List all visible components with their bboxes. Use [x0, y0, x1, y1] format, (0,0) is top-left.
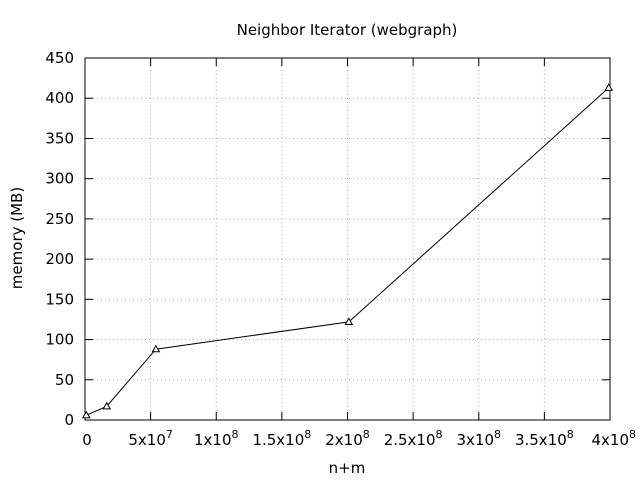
x-tick-label: 1x108 — [194, 428, 239, 449]
y-tick-label: 150 — [45, 290, 74, 308]
y-tick-label: 250 — [45, 210, 74, 228]
grid-lines — [85, 58, 610, 420]
data-point-marker — [81, 410, 91, 419]
y-tick-label: 50 — [55, 371, 74, 389]
data-point-marker — [604, 83, 614, 91]
x-tick-label: 3.5x108 — [515, 428, 574, 449]
y-tick-label: 450 — [45, 49, 74, 67]
y-axis-label: memory (MB) — [8, 187, 26, 289]
y-tick-label: 300 — [45, 170, 74, 188]
x-tick-label: 2.5x108 — [384, 428, 443, 449]
data-point-marker — [102, 401, 112, 410]
x-tick-label: 4x108 — [591, 428, 636, 449]
y-tick-label: 400 — [45, 89, 74, 107]
y-tick-label: 350 — [45, 129, 74, 147]
x-tick-label: 0 — [82, 431, 92, 449]
y-tick-label: 100 — [45, 331, 74, 349]
axis-ticks: 0 50 100 150 200 250 300 350 400 450 0 5x107 1x108 1.… — [45, 49, 636, 449]
x-tick-label: 1.5x108 — [252, 428, 311, 449]
data-point-marker — [151, 344, 161, 353]
y-tick-label: 0 — [64, 411, 74, 429]
x-axis-label: n+m — [329, 459, 366, 477]
x-tick-label: 5x107 — [128, 428, 173, 449]
x-tick-label: 2x108 — [325, 428, 370, 449]
series-group — [81, 83, 614, 419]
data-point-marker — [344, 317, 354, 325]
y-tick-label: 200 — [45, 250, 74, 268]
x-tick-label: 3x108 — [456, 428, 501, 449]
chart-title: Neighbor Iterator (webgraph) — [237, 21, 458, 39]
